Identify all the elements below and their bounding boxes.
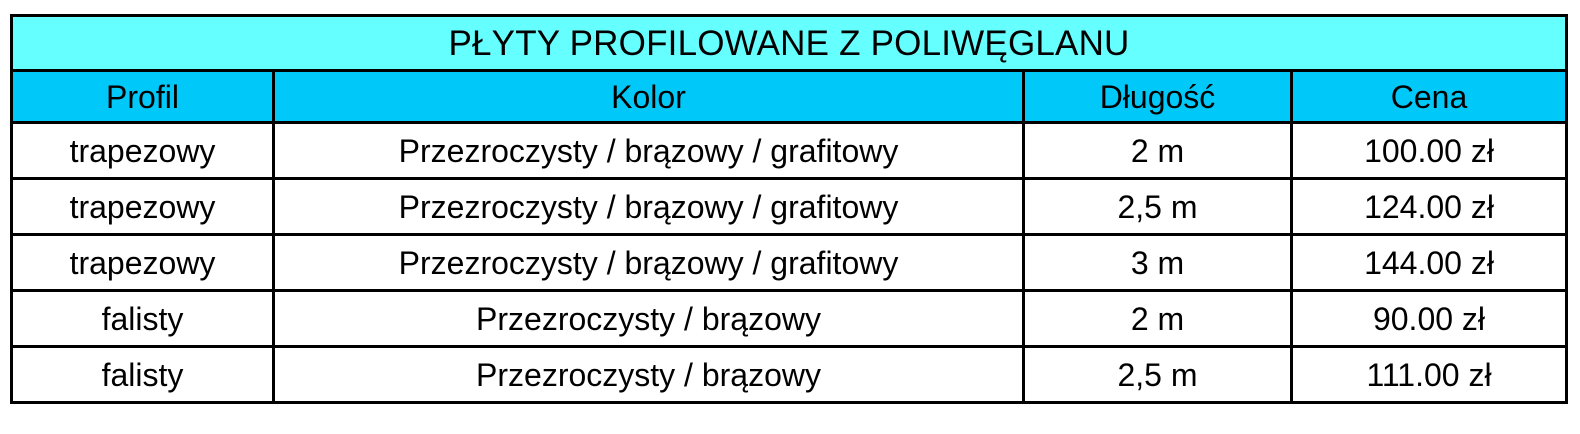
table-title-row: PŁYTY PROFILOWANE Z POLIWĘGLANU [10, 14, 1568, 72]
cell-profil: falisty [10, 345, 275, 404]
column-header-kolor-label: Kolor [611, 78, 686, 115]
cell-kolor-value: Przezroczysty / brązowy / grafitowy [398, 244, 899, 281]
table-title-cell: PŁYTY PROFILOWANE Z POLIWĘGLANU [10, 14, 1568, 72]
cell-profil-value: trapezowy [69, 188, 216, 225]
table-title: PŁYTY PROFILOWANE Z POLIWĘGLANU [448, 23, 1130, 63]
cell-cena: 90.00 zł [1290, 289, 1568, 348]
column-header-cena-label: Cena [1390, 78, 1468, 115]
cell-kolor-value: Przezroczysty / brązowy [476, 356, 821, 393]
table-row: trapezowy Przezroczysty / brązowy / graf… [10, 177, 1568, 236]
cell-cena: 124.00 zł [1290, 177, 1568, 236]
cell-kolor: Przezroczysty / brązowy [272, 345, 1025, 404]
cell-profil-value: trapezowy [69, 132, 216, 169]
table-row: falisty Przezroczysty / brązowy 2 m 90.0… [10, 289, 1568, 348]
cell-cena-value: 144.00 zł [1364, 244, 1494, 281]
cell-dlugosc: 2,5 m [1022, 345, 1293, 404]
cell-kolor-value: Przezroczysty / brązowy / grafitowy [398, 188, 899, 225]
column-header-kolor: Kolor [272, 69, 1025, 124]
cell-cena-value: 100.00 zł [1364, 132, 1494, 169]
cell-profil-value: falisty [101, 300, 184, 337]
cell-dlugosc: 2 m [1022, 289, 1293, 348]
cell-profil-value: falisty [101, 356, 184, 393]
table-row: trapezowy Przezroczysty / brązowy / graf… [10, 233, 1568, 292]
cell-cena: 100.00 zł [1290, 121, 1568, 180]
cell-dlugosc: 2,5 m [1022, 177, 1293, 236]
table-row: trapezowy Przezroczysty / brązowy / graf… [10, 121, 1568, 180]
cell-dlugosc-value: 2 m [1130, 132, 1185, 169]
column-header-profil: Profil [10, 69, 275, 124]
table-row: falisty Przezroczysty / brązowy 2,5 m 11… [10, 345, 1568, 404]
cell-dlugosc-value: 3 m [1130, 244, 1185, 281]
cell-profil: trapezowy [10, 121, 275, 180]
cell-dlugosc: 2 m [1022, 121, 1293, 180]
cell-kolor-value: Przezroczysty / brązowy [476, 300, 821, 337]
cell-dlugosc-value: 2,5 m [1117, 356, 1198, 393]
cell-kolor: Przezroczysty / brązowy / grafitowy [272, 233, 1025, 292]
column-header-dlugosc: Długość [1022, 69, 1293, 124]
cell-dlugosc: 3 m [1022, 233, 1293, 292]
cell-kolor-value: Przezroczysty / brązowy / grafitowy [398, 132, 899, 169]
column-header-profil-label: Profil [106, 78, 179, 115]
column-header-cena: Cena [1290, 69, 1568, 124]
cell-kolor: Przezroczysty / brązowy [272, 289, 1025, 348]
polycarbonate-price-table: PŁYTY PROFILOWANE Z POLIWĘGLANU Profil K… [10, 14, 1568, 404]
cell-cena-value: 90.00 zł [1372, 300, 1486, 337]
cell-cena-value: 111.00 zł [1366, 356, 1492, 393]
cell-kolor: Przezroczysty / brązowy / grafitowy [272, 121, 1025, 180]
cell-cena-value: 124.00 zł [1364, 188, 1494, 225]
cell-kolor: Przezroczysty / brązowy / grafitowy [272, 177, 1025, 236]
table-header-row: Profil Kolor Długość Cena [10, 69, 1568, 124]
cell-cena: 144.00 zł [1290, 233, 1568, 292]
cell-profil: trapezowy [10, 233, 275, 292]
cell-profil: trapezowy [10, 177, 275, 236]
cell-dlugosc-value: 2 m [1130, 300, 1185, 337]
cell-dlugosc-value: 2,5 m [1117, 188, 1198, 225]
cell-cena: 111.00 zł [1290, 345, 1568, 404]
cell-profil: falisty [10, 289, 275, 348]
column-header-dlugosc-label: Długość [1099, 78, 1216, 115]
cell-profil-value: trapezowy [69, 244, 216, 281]
